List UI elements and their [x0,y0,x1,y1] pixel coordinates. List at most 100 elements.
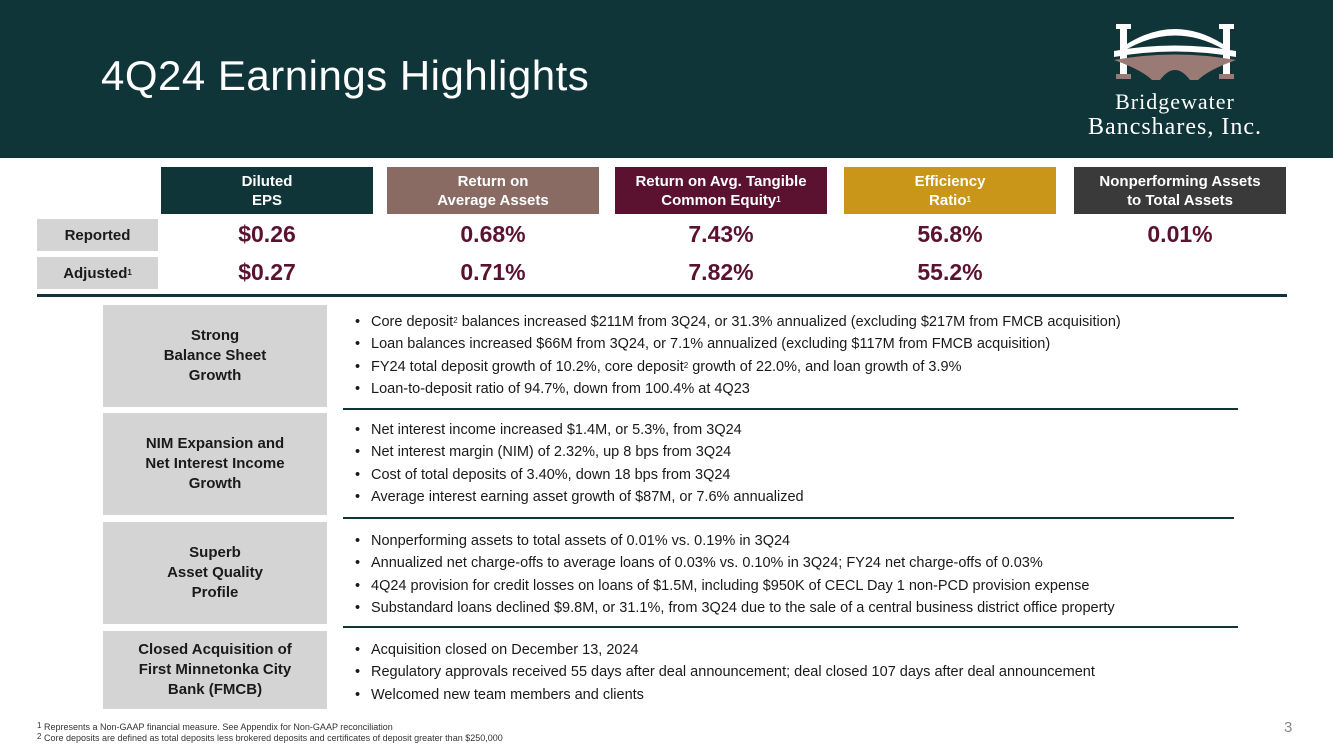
reported-row-label: Reported [37,219,158,251]
footnote-text: Core deposits are defined as total depos… [41,733,503,743]
bullet-text: Welcomed new team members and clients [371,686,644,703]
bullet-list-balance-sheet: Core deposit2 balances increased $211M f… [355,311,1121,400]
bullet-text: Net interest margin (NIM) of 2.32%, up 8… [371,444,732,461]
section-label-line: Growth [188,367,242,384]
section-label-line: Balance Sheet [163,347,267,364]
section-label-asset-quality: Superb Asset Quality Profile [103,522,327,624]
section-label-line: Superb [189,544,241,561]
bullet-text: 4Q24 provision for credit losses on loan… [371,577,1090,594]
adjusted-efficiency: 55.2% [917,259,983,285]
reported-efficiency: 56.8% [917,221,983,247]
reported-npa: 0.01% [1147,221,1213,247]
metric-header-rotce: Return on Avg. Tangible Common Equity1 [615,167,827,214]
footnote-text: Represents a Non-GAAP financial measure.… [41,722,393,732]
footnote-1: 1 Represents a Non-GAAP financial measur… [37,721,393,732]
divider [37,294,1287,297]
metric-header-line: Return on [457,172,529,190]
bullet-text: Core deposit [371,314,454,330]
list-item: Loan balances increased $66M from 3Q24, … [355,333,1121,356]
bullet-text: FY24 total deposit growth of 10.2%, core… [371,358,684,375]
metric-header-npa: Nonperforming Assets to Total Assets [1074,167,1286,214]
metric-header-line: Return on Avg. Tangible [635,172,807,190]
adjusted-eps: $0.27 [238,259,296,285]
section-label-acquisition: Closed Acquisition of First Minnetonka C… [103,631,327,709]
bullet-list-asset-quality: Nonperforming assets to total assets of … [355,530,1115,619]
list-item: 4Q24 provision for credit losses on loan… [355,575,1115,598]
list-item: FY24 total deposit growth of 10.2%, core… [355,356,1121,379]
adjusted-rotce: 7.82% [688,259,754,285]
bullet-text: balances increased $211M from 3Q24, or 3… [457,314,1121,330]
bullet-text: Nonperforming assets to total assets of … [371,533,791,549]
bullet-text: Annualized net charge-offs to average lo… [371,555,1043,572]
metric-header-eps: Diluted EPS [161,167,373,214]
footnote-marker: 1 [127,267,132,277]
bullet-text: Regulatory approvals received 55 days af… [371,664,1095,681]
logo-line-2: Bancshares, Inc. [1088,114,1262,140]
bullet-list-acquisition: Acquisition closed on December 13, 2024 … [355,639,1095,706]
divider [343,408,1238,410]
section-label-line: Bank (FMCB) [167,681,263,698]
section-label-balance-sheet: Strong Balance Sheet Growth [103,305,327,407]
section-label-line: Asset Quality [167,564,263,581]
footnote-marker: 2 [683,360,689,370]
list-item: Welcomed new team members and clients [355,684,1095,707]
section-label-line: Strong [190,327,240,344]
bullet-text: Net interest income increased $1.4M, or … [371,422,742,438]
section-label-line: Growth [188,475,242,492]
section-label-line: First Minnetonka City [138,661,292,678]
section-label-line: Closed Acquisition of [138,641,292,658]
bridge-arch-icon [1114,24,1236,80]
footnote-marker: 1 [776,194,781,204]
list-item: Net interest margin (NIM) of 2.32%, up 8… [355,441,804,464]
page-number: 3 [1284,719,1293,736]
bullet-text: growth of 22.0%, and loan growth of 3.9% [688,358,962,375]
metric-header-line: Common Equity1 [661,191,780,210]
company-logo: Bridgewater Bancshares, Inc. [1060,16,1290,146]
metric-header-line: Diluted [241,172,293,190]
section-label-line: Net Interest Income [145,455,285,472]
metric-header-line-text: Ratio [929,191,967,209]
section-label-line: Profile [191,584,239,601]
bullet-list-nim: Net interest income increased $1.4M, or … [355,419,804,508]
adjusted-row-label: Adjusted 1 [37,257,158,289]
list-item: Substandard loans declined $9.8M, or 31.… [355,597,1115,620]
page-title: 4Q24 Earnings Highlights [101,52,590,99]
logo-line-1: Bridgewater [1115,89,1235,114]
metric-header-line-text: Common Equity [661,191,777,209]
metric-header-line: EPS [251,191,282,209]
footnote-marker: 1 [966,194,971,204]
bullet-text: Cost of total deposits of 3.40%, down 18… [371,466,731,483]
footnote-marker: 2 [37,732,42,741]
list-item: Average interest earning asset growth of… [355,486,804,509]
list-item: Annualized net charge-offs to average lo… [355,552,1115,575]
list-item: Nonperforming assets to total assets of … [355,530,1115,553]
divider [343,517,1234,519]
metric-header-line: Average Assets [437,191,549,209]
adjusted-row-label-text: Adjusted [63,264,128,282]
footnote-marker: 2 [453,316,458,325]
metric-header-line: Ratio1 [929,191,971,210]
bullet-text: Substandard loans declined $9.8M, or 31.… [371,599,1115,616]
divider [343,626,1238,628]
list-item: Regulatory approvals received 55 days af… [355,661,1095,684]
metric-header-efficiency: Efficiency Ratio1 [844,167,1056,214]
section-label-line: NIM Expansion and [145,435,285,452]
list-item: Loan-to-deposit ratio of 94.7%, down fro… [355,378,1121,401]
list-item: Acquisition closed on December 13, 2024 [355,639,1095,662]
metric-header-line: Efficiency [914,172,986,190]
reported-rotce: 7.43% [688,221,754,247]
adjusted-roaa: 0.71% [460,259,526,285]
metric-header-roaa: Return on Average Assets [387,167,599,214]
reported-roaa: 0.68% [460,221,526,247]
footnote-marker: 1 [37,721,42,730]
list-item: Core deposit2 balances increased $211M f… [355,311,1121,334]
bullet-text: Acquisition closed on December 13, 2024 [371,642,639,658]
list-item: Cost of total deposits of 3.40%, down 18… [355,464,804,487]
metric-header-line: to Total Assets [1127,191,1233,209]
section-label-nim: NIM Expansion and Net Interest Income Gr… [103,413,327,515]
list-item: Net interest income increased $1.4M, or … [355,419,804,442]
header-banner [0,0,1333,158]
footnote-2: 2 Core deposits are defined as total dep… [37,732,503,743]
bullet-text: Average interest earning asset growth of… [371,488,804,505]
bullet-text: Loan-to-deposit ratio of 94.7%, down fro… [371,380,750,397]
